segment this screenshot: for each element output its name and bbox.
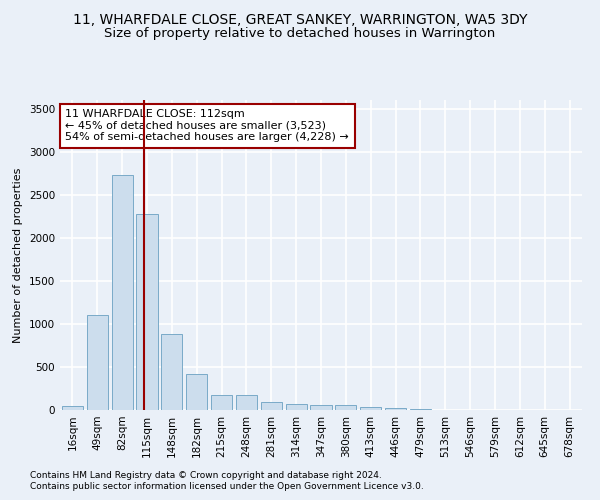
Bar bbox=[410, 409, 431, 410]
Bar bbox=[112, 175, 133, 410]
Bar bbox=[335, 406, 356, 410]
Bar bbox=[186, 374, 207, 410]
Bar bbox=[62, 406, 83, 410]
Text: 11 WHARFDALE CLOSE: 112sqm
← 45% of detached houses are smaller (3,523)
54% of s: 11 WHARFDALE CLOSE: 112sqm ← 45% of deta… bbox=[65, 110, 349, 142]
Bar bbox=[360, 407, 381, 410]
Text: 11, WHARFDALE CLOSE, GREAT SANKEY, WARRINGTON, WA5 3DY: 11, WHARFDALE CLOSE, GREAT SANKEY, WARRI… bbox=[73, 12, 527, 26]
Y-axis label: Number of detached properties: Number of detached properties bbox=[13, 168, 23, 342]
Text: Contains HM Land Registry data © Crown copyright and database right 2024.: Contains HM Land Registry data © Crown c… bbox=[30, 471, 382, 480]
Bar bbox=[236, 396, 257, 410]
Bar bbox=[136, 214, 158, 410]
Bar bbox=[87, 316, 108, 410]
Bar bbox=[261, 402, 282, 410]
Bar bbox=[310, 406, 332, 410]
Bar bbox=[211, 396, 232, 410]
Text: Contains public sector information licensed under the Open Government Licence v3: Contains public sector information licen… bbox=[30, 482, 424, 491]
Bar bbox=[161, 334, 182, 410]
Text: Size of property relative to detached houses in Warrington: Size of property relative to detached ho… bbox=[104, 28, 496, 40]
Bar bbox=[385, 408, 406, 410]
Bar bbox=[286, 404, 307, 410]
